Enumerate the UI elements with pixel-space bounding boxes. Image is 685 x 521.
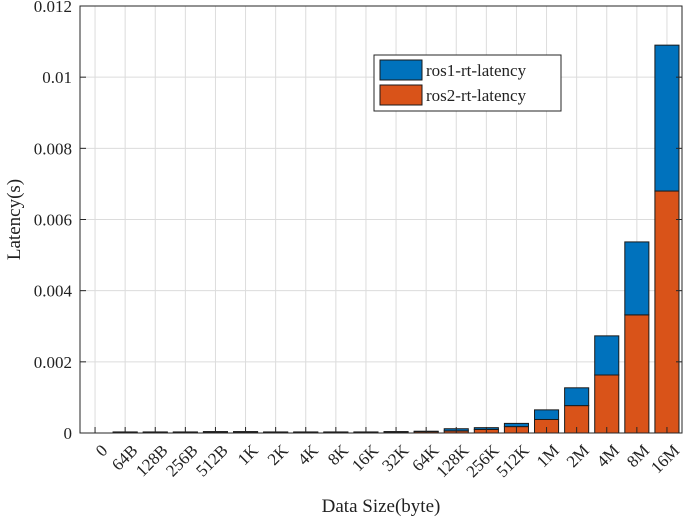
legend-label-ros1: ros1-rt-latency [426, 61, 527, 80]
x-tick-label: 4M [593, 441, 623, 471]
x-tick-label: 256K [463, 440, 504, 481]
x-tick-label: 32K [378, 440, 413, 475]
y-tick-label: 0.012 [34, 0, 72, 16]
y-tick-label: 0.004 [34, 282, 73, 301]
bar-ros2-4M [594, 374, 620, 434]
bar-ros1-16M [654, 44, 680, 192]
bar-ros2-16M [654, 190, 680, 434]
legend-label-ros2: ros2-rt-latency [426, 86, 527, 105]
x-tick-label: 1K [234, 440, 263, 469]
bar-ros2-8M [624, 314, 650, 434]
y-tick-label: 0.006 [34, 211, 72, 230]
bar-ros1-512K [503, 422, 529, 428]
x-tick-label: 1M [533, 441, 563, 471]
y-tick-label: 0 [64, 424, 73, 443]
x-tick-label: 512B [192, 441, 231, 480]
legend-swatch-ros1 [379, 59, 423, 81]
legend: ros1-rt-latency ros2-rt-latency [373, 54, 562, 112]
grid [80, 5, 682, 434]
x-tick-label: 4K [294, 440, 323, 469]
bars [112, 44, 680, 434]
y-axis-label: Latency(s) [4, 179, 25, 260]
x-tick-label: 128B [132, 441, 171, 480]
legend-swatch-ros2 [379, 84, 423, 106]
x-tick-label: 512K [493, 440, 534, 481]
y-tick-label: 0.008 [34, 139, 72, 158]
bar-ros1-8M [624, 241, 650, 316]
x-tick-label: 8K [324, 440, 353, 469]
y-axis-ticks: 0 0.002 0.004 0.006 0.008 0.01 0.012 [34, 0, 682, 443]
x-tick-label: 2M [563, 441, 593, 471]
x-tick-label: 0 [92, 441, 111, 460]
x-tick-label: 2K [264, 440, 293, 469]
x-tick-label: 16M [647, 441, 683, 477]
y-tick-label: 0.01 [42, 68, 72, 87]
bar-ros1-4M [594, 335, 620, 376]
x-tick-label: 16K [348, 440, 383, 475]
x-tick-label: 256B [162, 441, 201, 480]
y-tick-label: 0.002 [34, 353, 72, 372]
x-tick-label: 128K [432, 440, 473, 481]
bar-ros1-1M [534, 409, 560, 420]
bar-ros1-2M [564, 387, 590, 407]
x-axis-label: Data Size(byte) [322, 496, 441, 517]
